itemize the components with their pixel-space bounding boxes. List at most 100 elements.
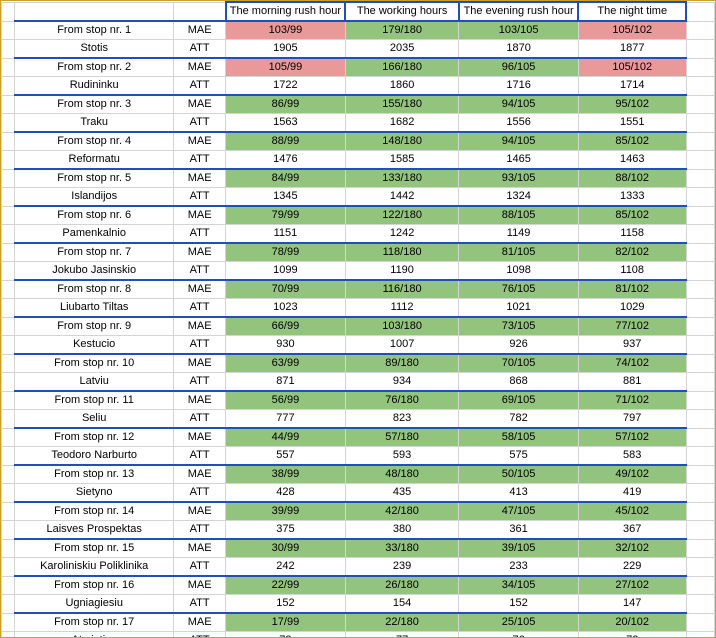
stop-number-cell[interactable]: From stop nr. 6 <box>15 206 174 225</box>
mae-value-cell[interactable]: 34/105 <box>459 576 578 595</box>
att-value-cell[interactable]: 413 <box>459 484 578 503</box>
att-value-cell[interactable]: 1682 <box>345 114 459 133</box>
cell[interactable] <box>686 613 714 632</box>
mae-value-cell[interactable]: 96/105 <box>459 58 578 77</box>
metric-label-cell[interactable]: MAE <box>174 465 226 484</box>
att-value-cell[interactable]: 926 <box>459 336 578 355</box>
stop-name-cell[interactable]: Kestucio <box>15 336 174 355</box>
mae-value-cell[interactable]: 89/180 <box>345 354 459 373</box>
cell[interactable] <box>2 58 15 77</box>
mae-value-cell[interactable]: 85/102 <box>578 206 686 225</box>
att-value-cell[interactable]: 380 <box>345 521 459 540</box>
metric-label-cell[interactable]: MAE <box>174 539 226 558</box>
stop-number-cell[interactable]: From stop nr. 8 <box>15 280 174 299</box>
cell[interactable] <box>2 299 15 318</box>
cell[interactable] <box>686 188 714 207</box>
cell[interactable] <box>2 336 15 355</box>
cell[interactable] <box>2 95 15 114</box>
cell[interactable] <box>2 262 15 281</box>
stop-name-cell[interactable]: Latviu <box>15 373 174 392</box>
mae-value-cell[interactable]: 44/99 <box>226 428 346 447</box>
mae-value-cell[interactable]: 22/99 <box>226 576 346 595</box>
mae-value-cell[interactable]: 49/102 <box>578 465 686 484</box>
stop-name-cell[interactable]: Ugniagiesiu <box>15 595 174 614</box>
att-value-cell[interactable]: 154 <box>345 595 459 614</box>
metric-label-cell[interactable]: MAE <box>174 95 226 114</box>
mae-value-cell[interactable]: 73/105 <box>459 317 578 336</box>
att-value-cell[interactable]: 1099 <box>226 262 346 281</box>
mae-value-cell[interactable]: 57/180 <box>345 428 459 447</box>
cell[interactable] <box>686 391 714 410</box>
mae-value-cell[interactable]: 39/99 <box>226 502 346 521</box>
metric-label-cell[interactable]: ATT <box>174 521 226 540</box>
att-value-cell[interactable]: 1324 <box>459 188 578 207</box>
cell[interactable] <box>2 576 15 595</box>
stop-number-cell[interactable]: From stop nr. 9 <box>15 317 174 336</box>
stop-name-cell[interactable]: Seliu <box>15 410 174 429</box>
stop-number-cell[interactable]: From stop nr. 3 <box>15 95 174 114</box>
metric-label-cell[interactable]: MAE <box>174 354 226 373</box>
cell[interactable] <box>686 465 714 484</box>
cell[interactable] <box>686 2 714 21</box>
att-value-cell[interactable]: 934 <box>345 373 459 392</box>
mae-value-cell[interactable]: 77/102 <box>578 317 686 336</box>
stop-name-cell[interactable]: Sietyno <box>15 484 174 503</box>
mae-value-cell[interactable]: 122/180 <box>345 206 459 225</box>
cell[interactable] <box>686 151 714 170</box>
att-value-cell[interactable]: 361 <box>459 521 578 540</box>
metric-label-cell[interactable]: MAE <box>174 576 226 595</box>
stop-number-cell[interactable]: From stop nr. 4 <box>15 132 174 151</box>
cell[interactable] <box>686 206 714 225</box>
cell[interactable] <box>686 299 714 318</box>
metric-label-cell[interactable]: MAE <box>174 21 226 40</box>
cell[interactable] <box>15 2 174 21</box>
mae-value-cell[interactable]: 57/102 <box>578 428 686 447</box>
att-value-cell[interactable]: 1563 <box>226 114 346 133</box>
metric-label-cell[interactable]: ATT <box>174 336 226 355</box>
att-value-cell[interactable]: 557 <box>226 447 346 466</box>
cell[interactable] <box>2 225 15 244</box>
mae-value-cell[interactable]: 105/102 <box>578 58 686 77</box>
att-value-cell[interactable]: 1149 <box>459 225 578 244</box>
att-value-cell[interactable]: 868 <box>459 373 578 392</box>
mae-value-cell[interactable]: 95/102 <box>578 95 686 114</box>
att-value-cell[interactable]: 435 <box>345 484 459 503</box>
stop-number-cell[interactable]: From stop nr. 17 <box>15 613 174 632</box>
att-value-cell[interactable]: 1905 <box>226 40 346 59</box>
att-value-cell[interactable]: 1098 <box>459 262 578 281</box>
cell[interactable] <box>2 447 15 466</box>
att-value-cell[interactable]: 1556 <box>459 114 578 133</box>
mae-value-cell[interactable]: 42/180 <box>345 502 459 521</box>
att-value-cell[interactable]: 239 <box>345 558 459 577</box>
cell[interactable] <box>686 354 714 373</box>
cell[interactable] <box>2 132 15 151</box>
cell[interactable] <box>2 40 15 59</box>
metric-label-cell[interactable]: ATT <box>174 40 226 59</box>
att-value-cell[interactable]: 1333 <box>578 188 686 207</box>
mae-value-cell[interactable]: 25/105 <box>459 613 578 632</box>
att-value-cell[interactable]: 1877 <box>578 40 686 59</box>
mae-value-cell[interactable]: 179/180 <box>345 21 459 40</box>
att-value-cell[interactable]: 583 <box>578 447 686 466</box>
att-value-cell[interactable]: 1029 <box>578 299 686 318</box>
att-value-cell[interactable]: 1870 <box>459 40 578 59</box>
mae-value-cell[interactable]: 20/102 <box>578 613 686 632</box>
att-value-cell[interactable]: 777 <box>226 410 346 429</box>
cell[interactable] <box>686 373 714 392</box>
metric-label-cell[interactable]: ATT <box>174 188 226 207</box>
cell[interactable] <box>686 58 714 77</box>
mae-value-cell[interactable]: 74/102 <box>578 354 686 373</box>
cell[interactable] <box>686 428 714 447</box>
att-value-cell[interactable]: 1023 <box>226 299 346 318</box>
att-value-cell[interactable]: 593 <box>345 447 459 466</box>
cell[interactable] <box>2 484 15 503</box>
cell[interactable] <box>686 595 714 614</box>
metric-label-cell[interactable]: MAE <box>174 206 226 225</box>
stop-name-cell[interactable]: Liubarto Tiltas <box>15 299 174 318</box>
att-value-cell[interactable]: 229 <box>578 558 686 577</box>
att-value-cell[interactable]: 823 <box>345 410 459 429</box>
stop-number-cell[interactable]: From stop nr. 14 <box>15 502 174 521</box>
mae-value-cell[interactable]: 148/180 <box>345 132 459 151</box>
cell[interactable] <box>2 280 15 299</box>
att-value-cell[interactable]: 1158 <box>578 225 686 244</box>
